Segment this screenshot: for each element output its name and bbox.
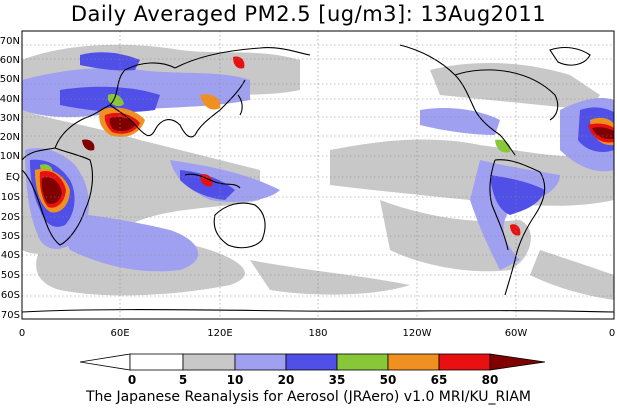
lon-label: 60W xyxy=(505,328,528,339)
colorbar-segment xyxy=(285,353,338,371)
colorbar-segment xyxy=(182,353,236,371)
lat-label: EQ xyxy=(6,172,20,183)
lat-label: 50S xyxy=(1,270,20,281)
lon-label: 120W xyxy=(403,328,432,339)
longitude-axis: 0 60E 120E 180 120W 60W 0 xyxy=(19,328,615,339)
lat-label: 40S xyxy=(1,250,20,261)
lat-label: 10N xyxy=(0,151,20,162)
concentration-field xyxy=(22,31,614,319)
lat-label: 20S xyxy=(1,212,20,223)
colorbar-label: 5 xyxy=(179,373,187,387)
lat-label: 70N xyxy=(0,36,20,47)
colorbar-high-arrow xyxy=(489,353,546,371)
colorbar-label: 50 xyxy=(380,373,397,387)
colorbar-segment xyxy=(129,353,184,371)
colorbar-labels: 0 5 10 20 35 50 65 80 xyxy=(128,373,499,387)
colorbar-label: 80 xyxy=(482,373,499,387)
colorbar-label: 35 xyxy=(329,373,346,387)
colorbar-label: 0 xyxy=(128,373,136,387)
lon-label: 180 xyxy=(308,328,327,339)
colorbar-low-arrow xyxy=(79,353,131,371)
graticule xyxy=(22,31,614,319)
colorbar-label: 65 xyxy=(431,373,448,387)
coastlines xyxy=(22,44,614,313)
lon-label: 60E xyxy=(110,328,129,339)
lat-label: 30N xyxy=(0,113,20,124)
map-frame xyxy=(21,30,615,320)
lat-label: 50N xyxy=(0,74,20,85)
map-title: Daily Averaged PM2.5 [ug/m3]: 13Aug2011 xyxy=(70,2,547,26)
colorbar-label: 20 xyxy=(278,373,295,387)
lat-label: 70S xyxy=(1,310,20,321)
source-credit: The Japanese Reanalysis for Aerosol (JRA… xyxy=(85,389,532,405)
lat-label: 20N xyxy=(0,132,20,143)
latitude-axis: 70N 60N 50N 40N 30N 20N 10N EQ 10S 20S 3… xyxy=(0,36,20,321)
colorbar-segment xyxy=(234,353,287,371)
lat-label: 40N xyxy=(0,94,20,105)
lat-label: 10S xyxy=(1,192,20,203)
lat-label: 60N xyxy=(0,55,20,66)
colorbar-segment xyxy=(387,353,440,371)
colorbar-segment xyxy=(438,353,491,371)
colorbar-segment xyxy=(336,353,389,371)
level-80-plus-areas xyxy=(41,116,614,204)
lon-label: 0 xyxy=(609,328,615,339)
colorbar xyxy=(79,353,546,371)
lat-label: 30S xyxy=(1,231,20,242)
lon-label: 0 xyxy=(19,328,25,339)
lat-label: 60S xyxy=(1,290,20,301)
colorbar-label: 10 xyxy=(227,373,244,387)
lon-label: 120E xyxy=(207,328,232,339)
